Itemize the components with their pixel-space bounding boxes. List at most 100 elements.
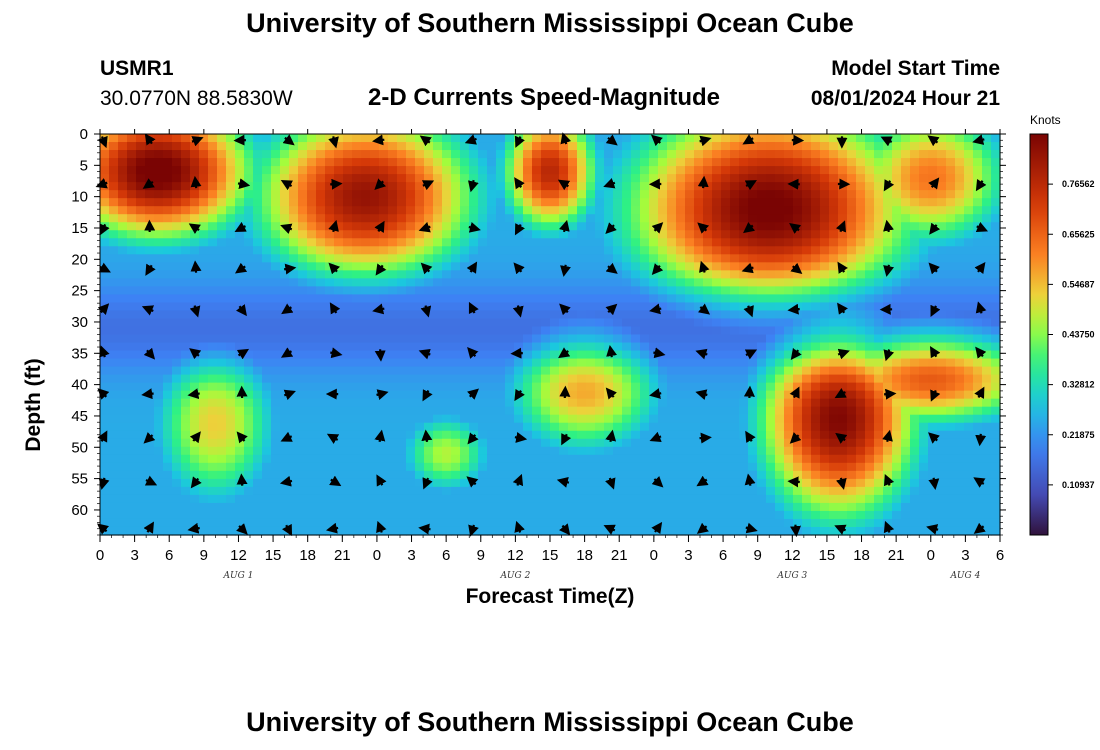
heatmap-cell (280, 414, 290, 424)
heatmap-cell (640, 310, 650, 320)
heatmap-cell (550, 526, 560, 536)
heatmap-cell (199, 470, 209, 480)
heatmap-cell (622, 462, 632, 472)
heatmap-cell (829, 270, 839, 279)
heatmap-cell (136, 278, 146, 287)
heatmap-cell (955, 294, 965, 304)
heatmap-cell (766, 134, 776, 143)
heatmap-cell (658, 438, 668, 448)
heatmap-cell (577, 446, 587, 456)
heatmap-cell (190, 502, 200, 512)
heatmap-cell (604, 398, 614, 408)
heatmap-cell (388, 150, 398, 159)
heatmap-cell (523, 246, 533, 255)
heatmap-cell (496, 486, 506, 496)
heatmap-cell (739, 454, 749, 464)
heatmap-cell (577, 342, 587, 352)
heatmap-cell (316, 310, 326, 320)
heatmap-cell (766, 294, 776, 304)
heatmap-cell (100, 150, 110, 159)
heatmap-cell (100, 462, 110, 472)
heatmap-cell (856, 374, 866, 384)
heatmap-cell (442, 270, 452, 279)
heatmap-cell (892, 318, 902, 328)
heatmap-cell (703, 246, 713, 255)
heatmap-cell (784, 318, 794, 328)
heatmap-cell (892, 494, 902, 504)
heatmap-cell (982, 158, 992, 167)
heatmap-cell (658, 182, 668, 191)
heatmap-cell (694, 142, 704, 151)
heatmap-cell (397, 206, 407, 215)
heatmap-cell (730, 526, 740, 536)
heatmap-cell (694, 422, 704, 432)
heatmap-cell (820, 374, 830, 384)
heatmap-cell (640, 422, 650, 432)
heatmap-cell (676, 254, 686, 263)
heatmap-cell (415, 214, 425, 223)
heatmap-cell (613, 438, 623, 448)
heatmap-cell (136, 494, 146, 504)
heatmap-cell (784, 486, 794, 496)
heatmap-cell (784, 358, 794, 368)
heatmap-cell (802, 294, 812, 304)
heatmap-cell (865, 246, 875, 255)
heatmap-cell (640, 342, 650, 352)
heatmap-cell (289, 206, 299, 215)
heatmap-cell (955, 406, 965, 416)
heatmap-cell (748, 270, 758, 279)
heatmap-cell (865, 174, 875, 183)
heatmap-cell (631, 454, 641, 464)
heatmap-cell (172, 390, 182, 400)
heatmap-cell (613, 174, 623, 183)
heatmap-cell (838, 486, 848, 496)
heatmap-cell (721, 166, 731, 175)
heatmap-cell (703, 134, 713, 143)
heatmap-cell (109, 350, 119, 360)
heatmap-cell (928, 294, 938, 304)
heatmap-cell (496, 382, 506, 392)
heatmap-cell (523, 502, 533, 512)
heatmap-cell (865, 486, 875, 496)
heatmap-cell (433, 454, 443, 464)
heatmap-cell (847, 158, 857, 167)
heatmap-cell (928, 246, 938, 255)
heatmap-cell (640, 486, 650, 496)
heatmap-cell (307, 150, 317, 159)
heatmap-cell (604, 470, 614, 480)
heatmap-cell (397, 382, 407, 392)
heatmap-cell (172, 382, 182, 392)
heatmap-cell (199, 526, 209, 536)
heatmap-cell (784, 142, 794, 151)
heatmap-cell (874, 222, 884, 231)
heatmap-cell (523, 310, 533, 320)
heatmap-cell (127, 166, 137, 175)
heatmap-cell (136, 398, 146, 408)
heatmap-cell (694, 390, 704, 400)
heatmap-cell (676, 318, 686, 328)
heatmap-cell (964, 382, 974, 392)
heatmap-cell (154, 446, 164, 456)
heatmap-cell (982, 246, 992, 255)
heatmap-cell (523, 318, 533, 328)
heatmap-cell (739, 214, 749, 223)
heatmap-cell (667, 286, 677, 295)
heatmap-cell (892, 174, 902, 183)
heatmap-cell (118, 454, 128, 464)
heatmap-cell (622, 382, 632, 392)
heatmap-cell (145, 230, 155, 239)
heatmap-cell (109, 390, 119, 400)
heatmap-cell (856, 382, 866, 392)
heatmap-cell (694, 262, 704, 271)
heatmap-cell (532, 406, 542, 416)
heatmap-cell (559, 174, 569, 183)
heatmap-cell (244, 526, 254, 536)
heatmap-cell (910, 166, 920, 175)
heatmap-cell (910, 174, 920, 183)
heatmap-cell (910, 294, 920, 304)
heatmap-cell (703, 310, 713, 320)
heatmap-cell (460, 286, 470, 295)
heatmap-cell (451, 230, 461, 239)
heatmap-cell (658, 494, 668, 504)
heatmap-cell (712, 526, 722, 536)
